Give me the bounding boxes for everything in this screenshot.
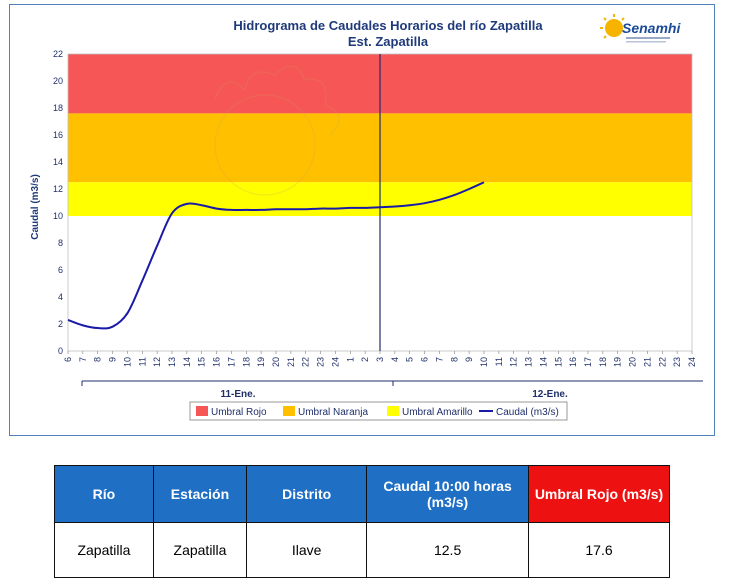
x-tick-label: 13 — [167, 357, 177, 367]
header-caudal: Caudal 10:00 horas (m3/s) — [366, 465, 529, 523]
cell-rio: Zapatilla — [54, 522, 154, 578]
table-row: Zapatilla Zapatilla Ilave 12.5 17.6 — [54, 522, 670, 578]
x-tick-label: 11 — [494, 357, 504, 366]
x-tick-label: 24 — [330, 357, 340, 367]
x-tick-label: 22 — [301, 357, 311, 367]
x-tick-label: 3 — [375, 357, 385, 362]
y-tick-label: 8 — [58, 238, 63, 248]
legend-label: Caudal (m3/s) — [496, 407, 559, 418]
x-tick-label: 14 — [538, 357, 548, 367]
x-tick-label: 9 — [108, 357, 118, 362]
cell-umbral-rojo: 17.6 — [528, 522, 670, 578]
x-tick-label: 4 — [390, 357, 400, 362]
series-line-caudal — [67, 181, 485, 330]
y-tick-label: 6 — [58, 265, 63, 275]
y-tick-label: 0 — [58, 346, 63, 356]
cell-caudal: 12.5 — [366, 522, 529, 578]
day-label: 12-Ene. — [532, 389, 568, 400]
x-tick-label: 17 — [583, 357, 593, 367]
senamhi-logo: Senamhi — [600, 14, 681, 43]
y-tick-label: 16 — [53, 130, 63, 140]
cell-distrito: Ilave — [246, 522, 368, 578]
header-estacion: Estación — [152, 465, 248, 523]
hydrograph-chart: Hidrograma de Caudales Horarios del río … — [30, 14, 703, 421]
x-tick-label: 2 — [360, 357, 370, 362]
y-axis-label: Caudal (m3/s) — [30, 174, 41, 240]
y-tick-label: 14 — [53, 157, 63, 167]
header-umbral-rojo: Umbral Rojo (m3/s) — [528, 465, 670, 523]
x-tick-label: 21 — [642, 357, 652, 367]
chart-title: Hidrograma de Caudales Horarios del río … — [233, 18, 543, 33]
x-tick-label: 17 — [226, 357, 236, 367]
x-tick-label: 20 — [628, 357, 638, 367]
x-tick-label: 10 — [122, 357, 132, 367]
x-tick-label: 6 — [63, 357, 73, 362]
x-tick-label: 24 — [687, 357, 697, 367]
chart-legend: Umbral Rojo Umbral Naranja Umbral Amarillo… — [189, 401, 568, 421]
chart-subtitle: Est. Zapatilla — [348, 34, 429, 49]
watermark-sun-icon — [214, 65, 340, 196]
x-tick-label: 19 — [256, 357, 266, 367]
x-tick-label: 19 — [613, 357, 623, 367]
header-distrito: Distrito — [246, 465, 368, 523]
legend-swatch — [196, 406, 208, 416]
x-tick-label: 18 — [241, 357, 251, 367]
x-tick-label: 12 — [509, 357, 519, 367]
legend-swatch — [283, 406, 295, 416]
y-tick-label: 4 — [58, 292, 63, 302]
x-tick-label: 7 — [78, 357, 88, 362]
x-tick-label: 16 — [212, 357, 222, 367]
x-tick-label: 8 — [449, 357, 459, 362]
chart-frame: Hidrograma de Caudales Horarios del río … — [9, 4, 715, 436]
x-tick-label: 18 — [598, 357, 608, 367]
legend-label: Umbral Naranja — [298, 407, 368, 418]
x-tick-label: 23 — [672, 357, 682, 367]
y-tick-label: 22 — [53, 49, 63, 59]
x-tick-label: 21 — [286, 357, 296, 367]
y-tick-label: 12 — [53, 184, 63, 194]
legend-label: Umbral Amarillo — [402, 407, 473, 418]
y-tick-label: 20 — [53, 76, 63, 86]
x-tick-label: 13 — [524, 357, 534, 367]
x-tick-label: 10 — [479, 357, 489, 367]
header-rio: Río — [54, 465, 154, 523]
day-label: 11-Ene. — [220, 389, 255, 400]
legend-label: Umbral Rojo — [211, 407, 267, 418]
info-table: Río Estación Distrito Caudal 10:00 horas… — [54, 465, 670, 578]
x-tick-label: 20 — [271, 357, 281, 367]
x-tick-label: 9 — [464, 357, 474, 362]
x-tick-label: 23 — [316, 357, 326, 367]
y-tick-label: 2 — [58, 319, 63, 329]
x-tick-label: 22 — [657, 357, 667, 367]
x-tick-label: 11 — [137, 357, 147, 366]
x-tick-label: 15 — [553, 357, 563, 367]
x-tick-label: 12 — [152, 357, 162, 367]
cell-estacion: Zapatilla — [152, 522, 248, 578]
x-tick-label: 8 — [93, 357, 103, 362]
x-tick-label: 1 — [345, 357, 355, 362]
x-tick-label: 16 — [568, 357, 578, 367]
sun-icon — [605, 19, 623, 37]
x-tick-label: 5 — [405, 357, 415, 362]
logo-text: Senamhi — [622, 20, 681, 36]
y-tick-label: 18 — [53, 103, 63, 113]
table-header-row: Río Estación Distrito Caudal 10:00 horas… — [54, 465, 670, 523]
y-tick-label: 10 — [53, 211, 63, 221]
x-tick-label: 15 — [197, 357, 207, 367]
x-tick-label: 6 — [420, 357, 430, 362]
legend-swatch — [387, 406, 399, 416]
x-tick-label: 7 — [434, 357, 444, 362]
x-tick-label: 14 — [182, 357, 192, 367]
